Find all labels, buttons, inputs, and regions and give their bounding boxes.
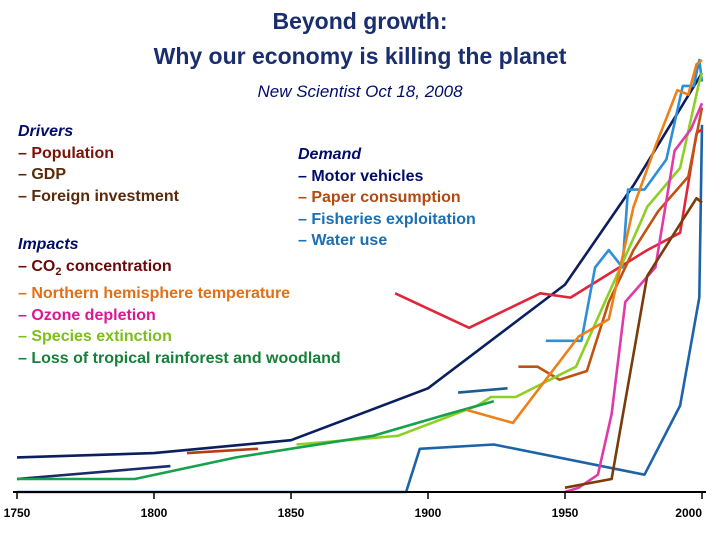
series-line-6: [545, 58, 704, 343]
legend-item-population: – Population: [18, 144, 114, 162]
drivers-heading: Drivers: [18, 123, 74, 140]
co2-label-prefix: – CO: [18, 257, 56, 275]
legend-item-foreign-investment: – Foreign investment: [18, 187, 179, 205]
legend-item-ozone-depletion: – Ozone depletion: [18, 306, 156, 324]
legend-item-fisheries-exploitation: – Fisheries exploitation: [298, 210, 476, 228]
x-tick-label-3: 1900: [415, 506, 442, 520]
series-line-8: [296, 72, 704, 446]
x-tick-label-0: 1750: [4, 506, 31, 520]
x-tick-label-4: 1950: [552, 506, 579, 520]
chart-title-line-2: Why our economy is killing the planet: [153, 43, 567, 69]
demand-legend: Demand – Motor vehicles – Paper consumpt…: [298, 144, 476, 252]
series-line-4: [186, 447, 259, 455]
legend-item-motor-vehicles: – Motor vehicles: [298, 167, 424, 185]
series-line-0: [16, 72, 704, 459]
legend-item-species-extinction: – Species extinction: [18, 328, 172, 346]
x-tick-label-1: 1800: [141, 506, 168, 520]
drivers-legend: Drivers – Population – GDP – Foreign inv…: [18, 121, 179, 207]
chart-title-line-1: Beyond growth:: [272, 8, 448, 34]
series-line-1: [16, 464, 171, 481]
source-date: Oct 18, 2008: [360, 82, 463, 101]
co2-label-subscript: 2: [55, 265, 62, 278]
legend-item-gdp: – GDP: [18, 166, 67, 183]
x-tick-label-2: 1850: [278, 506, 305, 520]
series-line-7: [457, 387, 508, 394]
legend-item-co2: – CO2 concentration: [18, 256, 341, 284]
co2-label-suffix: concentration: [61, 257, 172, 275]
demand-heading: Demand: [298, 146, 362, 163]
series-line-9: [17, 400, 495, 481]
legend-item-rainforest-loss: – Loss of tropical rainforest and woodla…: [18, 349, 341, 367]
legend-item-temperature: – Northern hemisphere temperature: [18, 285, 291, 303]
series-line-5: [518, 107, 704, 382]
impacts-legend: Impacts – CO2 concentration – Northern h…: [18, 234, 341, 369]
x-tick-label-5: 2000: [675, 506, 702, 520]
source-publication: New Scientist: [257, 82, 361, 101]
series-line-10: [466, 58, 703, 425]
series-line-12: [564, 196, 703, 489]
series-line-2: [17, 124, 704, 494]
series-layer: [16, 58, 704, 494]
legend-item-paper-consumption: – Paper consumption: [298, 189, 461, 206]
legend-item-water-use: – Water use: [298, 232, 388, 249]
x-axis-ticks: 1750 1800 1850 1900 1950 2000: [4, 492, 703, 520]
chart-subtitle: New Scientist Oct 18, 2008: [0, 82, 720, 102]
impacts-heading: Impacts: [18, 236, 79, 253]
